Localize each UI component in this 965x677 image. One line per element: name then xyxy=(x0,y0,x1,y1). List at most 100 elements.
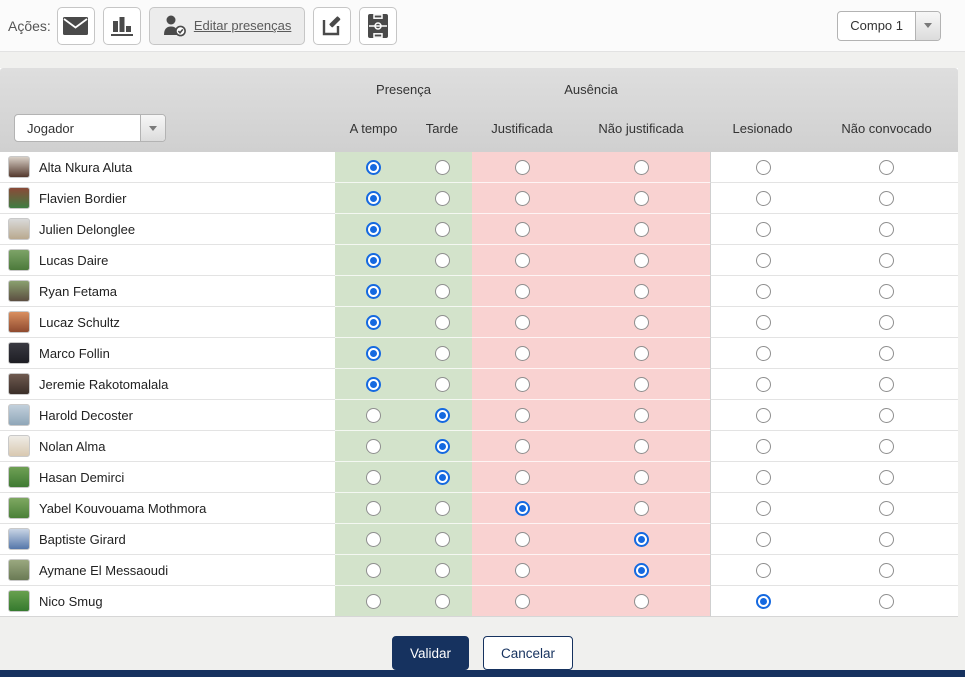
compose-button[interactable] xyxy=(313,6,352,45)
radio-a-tempo[interactable] xyxy=(366,252,381,268)
radio-a-tempo[interactable] xyxy=(366,531,381,547)
radio-tarde[interactable] xyxy=(434,438,450,454)
radio-justificada[interactable] xyxy=(514,252,530,268)
radio-lesionado[interactable] xyxy=(755,593,771,609)
radio-nao-convocado[interactable] xyxy=(879,252,894,268)
radio-lesionado[interactable] xyxy=(755,283,771,299)
chevron-down-icon[interactable] xyxy=(140,115,165,141)
radio-lesionado[interactable] xyxy=(755,562,771,578)
radio-nao-convocado[interactable] xyxy=(879,159,894,175)
radio-justificada[interactable] xyxy=(514,469,530,485)
radio-nao-justificada[interactable] xyxy=(633,345,649,361)
radio-a-tempo[interactable] xyxy=(366,314,381,330)
radio-nao-convocado[interactable] xyxy=(879,407,894,423)
radio-nao-convocado[interactable] xyxy=(879,500,894,516)
radio-justificada[interactable] xyxy=(514,562,530,578)
radio-tarde[interactable] xyxy=(434,531,450,547)
radio-nao-justificada[interactable] xyxy=(633,531,649,547)
radio-a-tempo[interactable] xyxy=(366,221,381,237)
radio-a-tempo[interactable] xyxy=(366,283,381,299)
radio-justificada[interactable] xyxy=(514,531,530,547)
radio-nao-convocado[interactable] xyxy=(879,376,894,392)
radio-tarde[interactable] xyxy=(434,314,450,330)
radio-justificada[interactable] xyxy=(514,159,530,175)
radio-nao-justificada[interactable] xyxy=(633,407,649,423)
radio-tarde[interactable] xyxy=(434,159,450,175)
radio-justificada[interactable] xyxy=(514,221,530,237)
radio-nao-justificada[interactable] xyxy=(633,438,649,454)
cancel-button[interactable]: Cancelar xyxy=(483,636,574,670)
radio-justificada[interactable] xyxy=(514,407,530,423)
stats-button[interactable] xyxy=(102,6,141,45)
radio-a-tempo[interactable] xyxy=(366,345,381,361)
radio-tarde[interactable] xyxy=(434,376,450,392)
radio-justificada[interactable] xyxy=(514,283,530,299)
radio-lesionado[interactable] xyxy=(755,190,771,206)
radio-tarde[interactable] xyxy=(434,500,450,516)
radio-a-tempo[interactable] xyxy=(366,407,381,423)
radio-tarde[interactable] xyxy=(434,407,450,423)
radio-a-tempo[interactable] xyxy=(366,500,381,516)
radio-nao-justificada[interactable] xyxy=(633,500,649,516)
radio-justificada[interactable] xyxy=(514,500,530,516)
radio-nao-convocado[interactable] xyxy=(879,562,894,578)
radio-justificada[interactable] xyxy=(514,314,530,330)
radio-justificada[interactable] xyxy=(514,438,530,454)
team-select[interactable]: Compo 1 xyxy=(837,10,941,41)
radio-tarde[interactable] xyxy=(434,190,450,206)
lineup-button[interactable] xyxy=(359,6,398,45)
radio-nao-justificada[interactable] xyxy=(633,314,649,330)
radio-nao-justificada[interactable] xyxy=(633,190,649,206)
radio-tarde[interactable] xyxy=(434,562,450,578)
radio-justificada[interactable] xyxy=(514,345,530,361)
radio-nao-convocado[interactable] xyxy=(879,438,894,454)
radio-nao-justificada[interactable] xyxy=(633,221,649,237)
radio-lesionado[interactable] xyxy=(755,438,771,454)
validate-button[interactable]: Validar xyxy=(391,636,469,670)
radio-nao-justificada[interactable] xyxy=(633,376,649,392)
radio-nao-convocado[interactable] xyxy=(879,190,894,206)
radio-nao-convocado[interactable] xyxy=(879,314,894,330)
radio-lesionado[interactable] xyxy=(755,252,771,268)
radio-nao-justificada[interactable] xyxy=(633,252,649,268)
radio-a-tempo[interactable] xyxy=(366,469,381,485)
radio-a-tempo[interactable] xyxy=(366,190,381,206)
radio-lesionado[interactable] xyxy=(755,407,771,423)
radio-nao-justificada[interactable] xyxy=(633,469,649,485)
radio-tarde[interactable] xyxy=(434,593,450,609)
radio-nao-convocado[interactable] xyxy=(879,221,894,237)
radio-tarde[interactable] xyxy=(434,252,450,268)
radio-justificada[interactable] xyxy=(514,190,530,206)
radio-lesionado[interactable] xyxy=(755,531,771,547)
radio-tarde[interactable] xyxy=(434,221,450,237)
radio-nao-justificada[interactable] xyxy=(633,159,649,175)
radio-a-tempo[interactable] xyxy=(366,438,381,454)
radio-justificada[interactable] xyxy=(514,593,530,609)
radio-nao-convocado[interactable] xyxy=(879,469,894,485)
radio-nao-justificada[interactable] xyxy=(633,593,649,609)
radio-nao-convocado[interactable] xyxy=(879,593,894,609)
radio-nao-convocado[interactable] xyxy=(879,531,894,547)
radio-tarde[interactable] xyxy=(434,469,450,485)
radio-nao-convocado[interactable] xyxy=(879,283,894,299)
send-mail-button[interactable] xyxy=(56,6,95,45)
chevron-down-icon[interactable] xyxy=(915,11,940,40)
radio-tarde[interactable] xyxy=(434,283,450,299)
edit-presences-button[interactable]: Editar presenças xyxy=(148,6,306,45)
radio-lesionado[interactable] xyxy=(755,159,771,175)
radio-lesionado[interactable] xyxy=(755,469,771,485)
radio-tarde[interactable] xyxy=(434,345,450,361)
radio-a-tempo[interactable] xyxy=(366,593,381,609)
radio-a-tempo[interactable] xyxy=(366,376,381,392)
player-filter-select[interactable]: Jogador xyxy=(14,114,166,142)
radio-lesionado[interactable] xyxy=(755,221,771,237)
radio-nao-justificada[interactable] xyxy=(633,562,649,578)
radio-a-tempo[interactable] xyxy=(366,562,381,578)
radio-lesionado[interactable] xyxy=(755,500,771,516)
radio-a-tempo[interactable] xyxy=(366,159,381,175)
radio-justificada[interactable] xyxy=(514,376,530,392)
radio-lesionado[interactable] xyxy=(755,376,771,392)
radio-nao-convocado[interactable] xyxy=(879,345,894,361)
radio-nao-justificada[interactable] xyxy=(633,283,649,299)
radio-lesionado[interactable] xyxy=(755,314,771,330)
